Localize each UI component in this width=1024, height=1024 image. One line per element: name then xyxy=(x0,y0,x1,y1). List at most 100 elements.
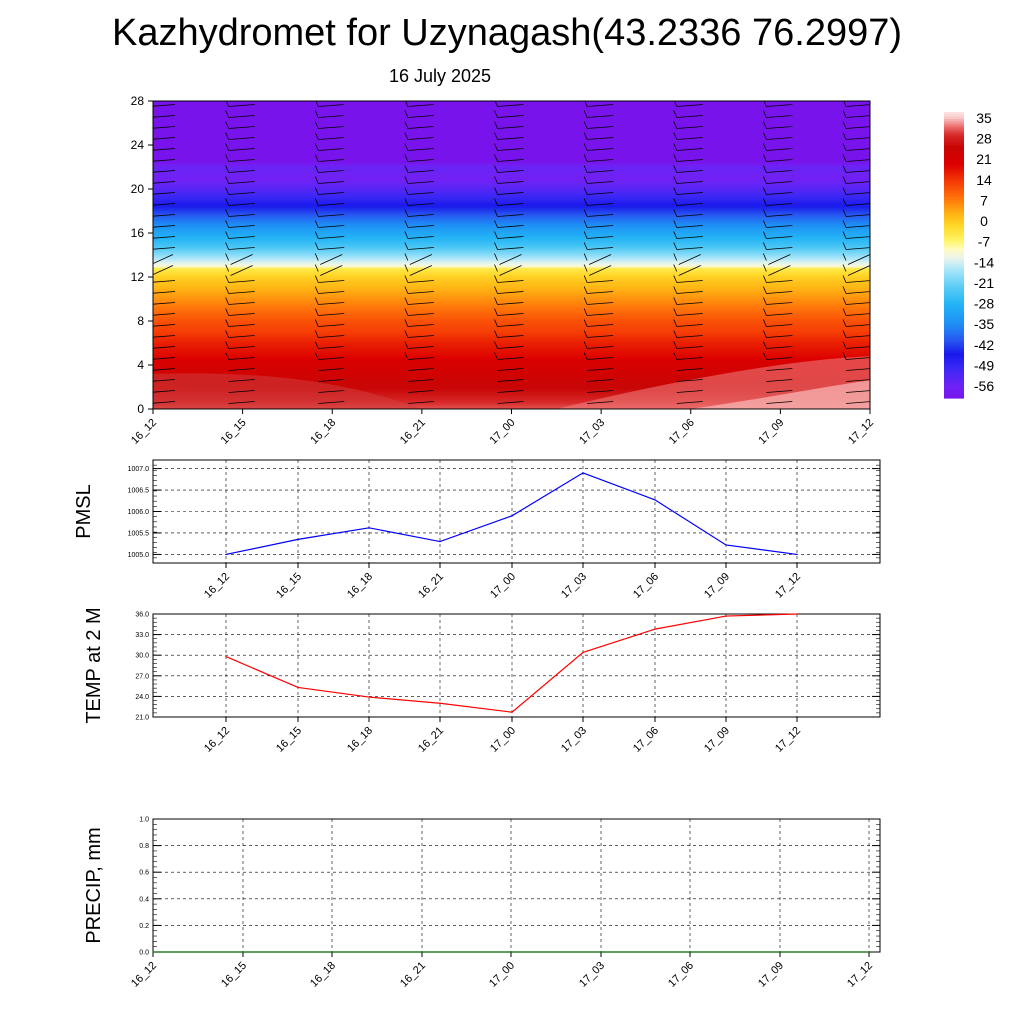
heatmap-band xyxy=(153,391,870,394)
heatmap-band xyxy=(153,135,870,138)
wind-barb xyxy=(318,291,345,294)
x-tick-label: 16_15 xyxy=(274,571,304,601)
wind-barb xyxy=(766,324,793,327)
wind-barb-feather xyxy=(146,265,149,272)
colorbar-swatch xyxy=(944,281,964,285)
data-point xyxy=(242,951,244,953)
wind-barb-feather xyxy=(842,253,847,261)
y-tick-label: 0.2 xyxy=(139,923,149,930)
wind-barb xyxy=(228,368,255,371)
heatmap-band xyxy=(153,219,870,222)
colorbar-swatch xyxy=(944,305,964,309)
wind-barb-feather xyxy=(314,209,319,217)
colorbar-swatch xyxy=(944,328,964,332)
cross-section-panel: 0 4 8 12 16 20 24 28 16_12 16_15 16_18 16_21 17_00 17… xyxy=(129,94,876,447)
wind-barb xyxy=(676,159,703,162)
wind-barb-feather xyxy=(225,220,229,228)
wind-barb xyxy=(766,203,793,206)
colorbar-swatch xyxy=(944,324,964,328)
wind-barb xyxy=(845,313,870,316)
wind-barb-feather xyxy=(583,154,588,162)
wind-barb-feather xyxy=(763,101,767,107)
colorbar-swatch xyxy=(944,226,964,230)
colorbar-swatch xyxy=(944,228,964,232)
wind-barb-feather xyxy=(583,187,588,195)
wind-barb-feather xyxy=(842,352,847,360)
hot-anomaly-right xyxy=(690,380,870,409)
wind-barb-feather xyxy=(146,243,149,250)
wind-barb-feather xyxy=(494,220,498,228)
wind-barb xyxy=(228,302,255,305)
wind-barb-feather xyxy=(404,275,409,283)
wind-barb-feather xyxy=(583,220,588,228)
wind-barb xyxy=(497,302,524,305)
colorbar-swatch xyxy=(944,250,964,254)
colorbar-swatch xyxy=(944,297,964,301)
wind-barb-feather xyxy=(314,242,319,250)
wind-barb xyxy=(318,203,345,206)
wind-barb xyxy=(497,203,524,206)
colorbar-swatch xyxy=(944,157,964,161)
wind-barb xyxy=(845,214,870,217)
wind-barb-feather xyxy=(225,297,229,305)
wind-barb-feather xyxy=(583,297,588,305)
colorbar-swatch xyxy=(944,207,964,211)
wind-barb-feather xyxy=(314,187,319,195)
wind-barb xyxy=(676,324,703,327)
heatmap-band xyxy=(153,237,870,240)
wind-barb-feather xyxy=(314,132,319,140)
wind-barb-feather xyxy=(763,176,767,184)
heatmap-band xyxy=(153,355,870,358)
wind-barb-feather xyxy=(404,154,409,162)
data-point xyxy=(331,951,333,953)
heatmap-fill xyxy=(153,101,870,409)
wind-barb-feather xyxy=(494,132,498,140)
wind-barb xyxy=(845,192,870,195)
colorbar-swatch xyxy=(944,176,964,180)
data-point xyxy=(152,951,154,953)
colorbar-swatch xyxy=(944,350,964,354)
wind-barb-feather xyxy=(583,352,588,360)
wind-barb xyxy=(676,368,703,371)
data-point xyxy=(368,527,370,529)
wind-barb xyxy=(766,170,793,173)
colorbar-swatch xyxy=(944,216,964,220)
heatmap-band xyxy=(153,191,870,194)
x-tick-label: 16_12 xyxy=(202,725,232,755)
wind-barb xyxy=(407,324,434,327)
y-tick-label: 4 xyxy=(137,358,144,372)
x-tick-label: 17_03 xyxy=(577,960,607,990)
wind-barb-feather xyxy=(842,220,847,228)
heatmap-band xyxy=(153,153,870,156)
colorbar-swatch xyxy=(944,352,964,356)
wind-barb xyxy=(845,291,870,294)
colorbar-swatch xyxy=(944,185,964,189)
wind-barb-feather xyxy=(314,319,319,327)
wind-barb xyxy=(766,236,793,239)
wind-barb xyxy=(228,401,255,404)
wind-barb xyxy=(588,265,612,276)
wind-barb-feather xyxy=(225,101,229,107)
heatmap-band xyxy=(153,265,870,268)
colorbar-label: -28 xyxy=(974,296,994,312)
colorbar-swatch xyxy=(944,355,964,359)
wind-barb-feather xyxy=(842,319,847,327)
data-point xyxy=(510,951,512,953)
wind-barb xyxy=(766,225,793,228)
colorbar-swatch xyxy=(944,316,964,320)
heatmap-band xyxy=(153,197,870,200)
wind-barb xyxy=(587,357,614,360)
wind-barb-feather xyxy=(842,165,847,173)
wind-barb-feather xyxy=(225,253,229,261)
wind-barb xyxy=(676,335,703,338)
heatmap-band xyxy=(153,175,870,178)
x-tick-label: 16_21 xyxy=(416,725,446,755)
wind-barb-feather xyxy=(146,221,149,228)
wind-barb xyxy=(676,247,703,250)
wind-barb xyxy=(228,291,255,294)
wind-barb xyxy=(766,313,793,316)
heatmap-band xyxy=(153,113,870,116)
colorbar-swatch xyxy=(944,190,964,194)
colorbar-swatch xyxy=(944,126,964,130)
wind-barb xyxy=(766,379,793,382)
